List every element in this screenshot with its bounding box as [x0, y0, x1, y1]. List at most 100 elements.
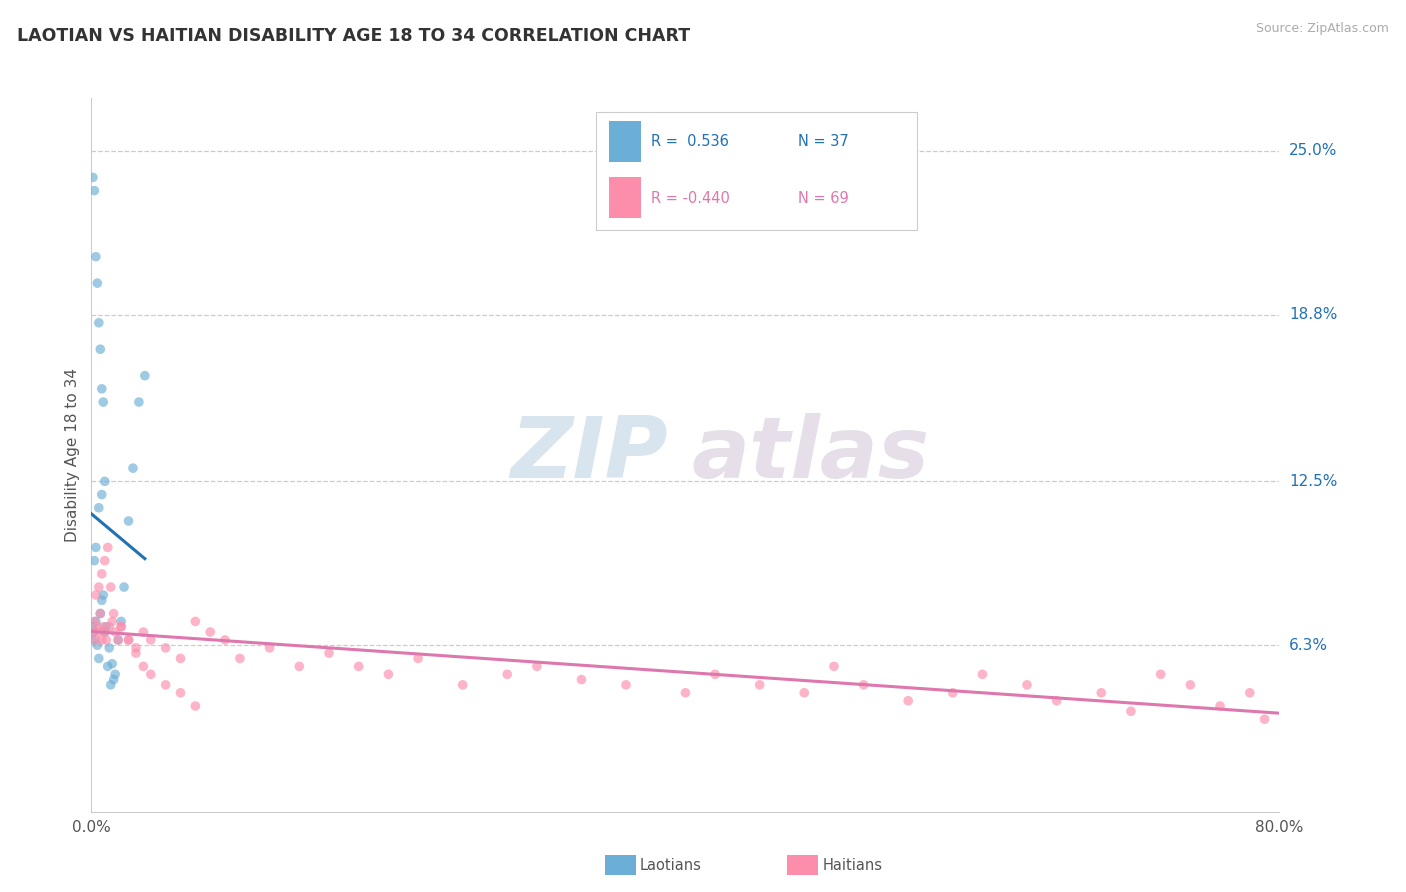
Point: [84, 588, 107, 602]
Point: [318, 646, 340, 660]
Point: [96, 620, 118, 634]
Point: [96, 632, 118, 647]
Point: [451, 678, 474, 692]
Point: [94, 625, 117, 640]
Text: ZIP: ZIP: [510, 413, 668, 497]
Point: [526, 659, 548, 673]
Point: [704, 667, 727, 681]
Point: [83, 615, 105, 629]
Point: [91, 620, 114, 634]
Point: [86, 276, 108, 290]
Point: [84, 632, 107, 647]
Point: [86, 620, 108, 634]
Text: Laotians: Laotians: [640, 858, 702, 872]
Point: [823, 659, 845, 673]
Point: [259, 640, 281, 655]
Point: [83, 625, 105, 640]
Point: [125, 646, 148, 660]
Point: [82, 625, 104, 640]
Point: [110, 615, 132, 629]
Point: [184, 698, 207, 713]
Point: [132, 659, 155, 673]
Point: [98, 620, 121, 634]
Point: [972, 667, 994, 681]
Point: [89, 607, 111, 621]
Point: [139, 632, 162, 647]
Point: [1119, 704, 1142, 718]
Point: [406, 651, 429, 665]
Point: [94, 625, 117, 640]
Point: [139, 667, 162, 681]
Point: [117, 632, 139, 647]
Point: [117, 632, 139, 647]
Point: [229, 651, 252, 665]
Point: [97, 541, 120, 555]
Point: [89, 607, 111, 621]
Point: [897, 694, 920, 708]
Point: [377, 667, 399, 681]
Point: [83, 184, 105, 198]
Y-axis label: Disability Age 18 to 34: Disability Age 18 to 34: [65, 368, 80, 542]
Point: [84, 541, 107, 555]
Point: [82, 632, 104, 647]
Text: LAOTIAN VS HAITIAN DISABILITY AGE 18 TO 34 CORRELATION CHART: LAOTIAN VS HAITIAN DISABILITY AGE 18 TO …: [17, 27, 690, 45]
Point: [128, 395, 150, 409]
Point: [614, 678, 637, 692]
Point: [82, 620, 104, 634]
Point: [87, 316, 110, 330]
Point: [155, 678, 177, 692]
Point: [90, 632, 112, 647]
Point: [132, 625, 155, 640]
Point: [83, 554, 105, 568]
Point: [100, 580, 122, 594]
Point: [200, 625, 222, 640]
Point: [100, 678, 122, 692]
Point: [84, 250, 107, 264]
Point: [1090, 686, 1112, 700]
Point: [107, 632, 129, 647]
Point: [112, 580, 135, 594]
Point: [91, 588, 114, 602]
Point: [214, 632, 236, 647]
Point: [107, 632, 129, 647]
Point: [90, 566, 112, 581]
Point: [103, 673, 125, 687]
Text: 12.5%: 12.5%: [1289, 474, 1337, 489]
Point: [1046, 694, 1069, 708]
Point: [1239, 686, 1261, 700]
Text: 25.0%: 25.0%: [1289, 144, 1337, 159]
Point: [87, 651, 110, 665]
Text: 18.8%: 18.8%: [1289, 308, 1337, 322]
Point: [90, 593, 112, 607]
Point: [748, 678, 770, 692]
Point: [347, 659, 370, 673]
Point: [89, 342, 111, 356]
Point: [184, 615, 207, 629]
Point: [169, 651, 191, 665]
Point: [101, 657, 124, 671]
Point: [91, 395, 114, 409]
Point: [103, 607, 125, 621]
Point: [288, 659, 311, 673]
Point: [94, 475, 117, 489]
Point: [117, 514, 139, 528]
Point: [110, 620, 132, 634]
Point: [84, 615, 107, 629]
Point: [122, 461, 145, 475]
Point: [87, 500, 110, 515]
Point: [571, 673, 593, 687]
Point: [496, 667, 519, 681]
Point: [104, 625, 127, 640]
Point: [1149, 667, 1171, 681]
Point: [87, 580, 110, 594]
Point: [104, 667, 127, 681]
Text: Haitians: Haitians: [823, 858, 883, 872]
Point: [90, 487, 112, 501]
Point: [134, 368, 156, 383]
Point: [1209, 698, 1232, 713]
Point: [1180, 678, 1202, 692]
Point: [98, 640, 121, 655]
Point: [673, 686, 696, 700]
Point: [110, 620, 132, 634]
Point: [97, 659, 120, 673]
